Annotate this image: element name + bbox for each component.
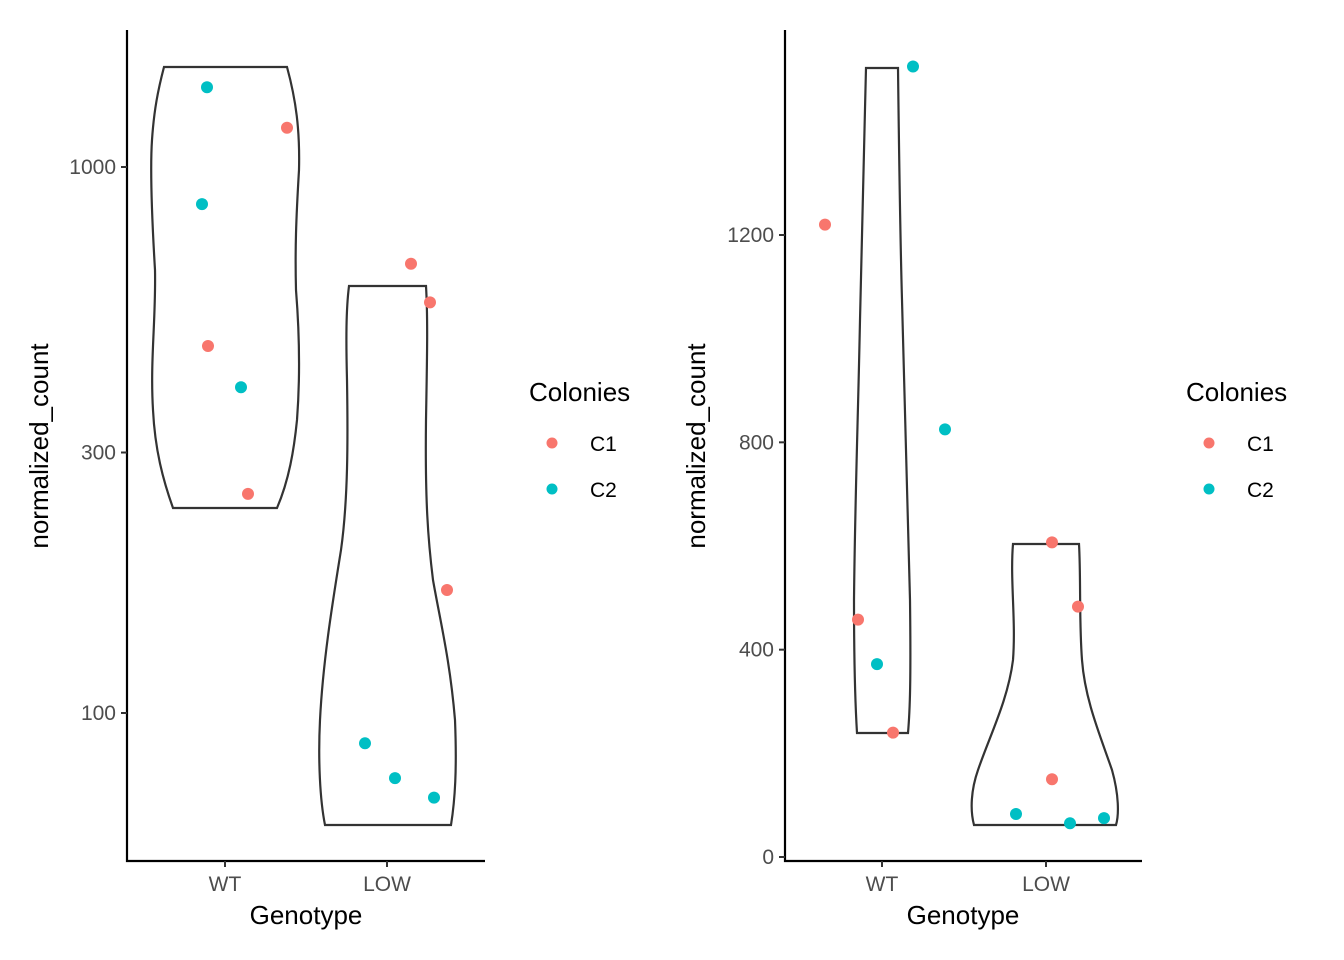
data-point-c2 xyxy=(201,81,213,94)
x-tick-label: WT xyxy=(209,873,242,896)
data-point-c2 xyxy=(1010,807,1022,820)
data-point-c1 xyxy=(1046,536,1058,549)
data-point-c1 xyxy=(424,296,436,309)
axis-lines xyxy=(125,30,485,863)
y-tick-label: 300 xyxy=(81,441,116,464)
violin-low xyxy=(318,284,457,827)
legend: Colonies C1 C2 xyxy=(1186,377,1287,502)
legend-key-c2 xyxy=(1203,483,1215,495)
y-tick-label: 100 xyxy=(81,702,116,725)
y-tick-label: 1200 xyxy=(727,224,774,247)
data-point-c2 xyxy=(1064,817,1076,830)
x-axis-title: Genotype xyxy=(250,900,363,930)
data-point-c1 xyxy=(819,218,831,231)
data-point-c1 xyxy=(887,726,899,739)
legend-key-c1 xyxy=(546,437,558,449)
data-point-c2 xyxy=(907,60,919,73)
legend-title: Colonies xyxy=(1186,377,1287,407)
y-axis-title: normalized_count xyxy=(24,343,54,549)
data-point-c1 xyxy=(202,340,214,353)
panel-linear-scale: 0 400 800 1200 WT LOW Genotype normalized_co… xyxy=(681,30,1287,930)
data-point-c2 xyxy=(1098,812,1110,825)
legend-key-c2 xyxy=(546,483,558,495)
data-point-c1 xyxy=(1072,600,1084,613)
x-tick-label: LOW xyxy=(363,873,411,896)
legend-label-c1: C1 xyxy=(1247,433,1274,456)
y-tick-label: 0 xyxy=(762,846,774,869)
data-point-c2 xyxy=(389,772,401,785)
data-point-c1 xyxy=(1046,773,1058,786)
x-tick-label: LOW xyxy=(1022,873,1070,896)
legend: Colonies C1 C2 xyxy=(529,377,630,502)
violin-low xyxy=(970,542,1119,827)
violin-wt xyxy=(150,65,301,510)
data-point-c2 xyxy=(235,381,247,394)
data-point-c1 xyxy=(281,121,293,134)
legend-label-c1: C1 xyxy=(590,433,617,456)
y-axis-title: normalized_count xyxy=(681,343,711,549)
x-tick-label: WT xyxy=(866,873,899,896)
y-tick-label: 800 xyxy=(739,431,774,454)
data-point-c1 xyxy=(242,487,254,500)
data-point-c2 xyxy=(939,423,951,436)
legend-key-c1 xyxy=(1203,437,1215,449)
data-point-c2 xyxy=(428,791,440,804)
legend-label-c2: C2 xyxy=(590,479,617,502)
data-point-c1 xyxy=(405,257,417,270)
legend-label-c2: C2 xyxy=(1247,479,1274,502)
data-point-c1 xyxy=(852,613,864,626)
data-point-c2 xyxy=(359,737,371,750)
axis-lines xyxy=(783,30,1142,863)
data-point-c1 xyxy=(441,583,453,596)
data-point-c2 xyxy=(871,658,883,671)
y-tick-label: 400 xyxy=(739,639,774,662)
panel-log-scale: 100 300 1000 WT LOW Genotype normalized_cou… xyxy=(24,30,630,930)
x-axis-title: Genotype xyxy=(907,900,1020,930)
legend-title: Colonies xyxy=(529,377,630,407)
violin-wt xyxy=(852,66,912,735)
data-point-c2 xyxy=(196,198,208,211)
y-tick-label: 1000 xyxy=(69,156,116,179)
